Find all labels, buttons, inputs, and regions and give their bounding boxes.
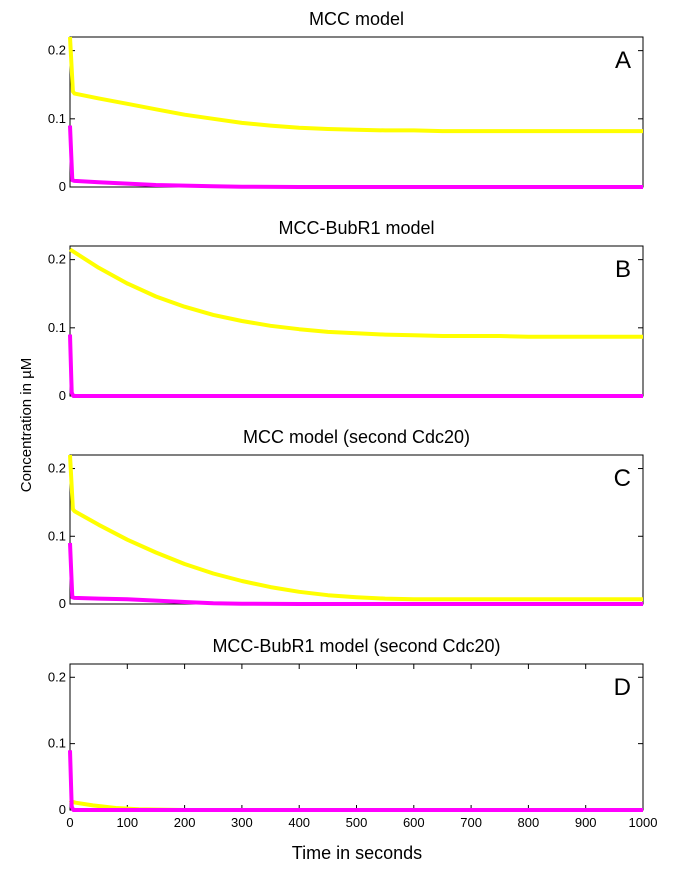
panel-frame <box>69 36 644 188</box>
panel-label: B <box>615 256 631 283</box>
x-tick-label: 200 <box>174 815 196 830</box>
panel-title: MCC model <box>309 9 404 29</box>
series-line-magenta <box>68 334 643 398</box>
panel-title: MCC-BubR1 model (second Cdc20) <box>212 636 500 656</box>
series-line-yellow <box>68 454 643 602</box>
x-tick-label: 700 <box>460 815 482 830</box>
panel-label: C <box>614 465 631 492</box>
x-tick-label: 0 <box>66 815 73 830</box>
y-tick-label: 0.1 <box>48 111 66 126</box>
x-tick-label: 500 <box>346 815 368 830</box>
panel-title: MCC-BubR1 model <box>278 218 434 238</box>
y-tick-label: 0.1 <box>48 736 66 751</box>
x-tick-label: 300 <box>231 815 253 830</box>
series-line-magenta <box>68 542 643 606</box>
panel-title: MCC model (second Cdc20) <box>243 427 470 447</box>
y-tick-label: 0 <box>59 179 66 194</box>
y-tick-label: 0.2 <box>48 461 66 476</box>
panel-label: A <box>615 47 631 74</box>
series-line-magenta <box>68 125 643 189</box>
series-line-yellow <box>68 36 643 134</box>
x-axis-label: Time in seconds <box>292 843 422 863</box>
y-tick-label: 0.2 <box>48 43 66 58</box>
series-line-yellow <box>68 247 643 339</box>
y-tick-label: 0.2 <box>48 669 66 684</box>
y-tick-label: 0.2 <box>48 252 66 267</box>
x-tick-label: 100 <box>116 815 138 830</box>
x-tick-label: 400 <box>288 815 310 830</box>
x-tick-label: 600 <box>403 815 425 830</box>
series-line-magenta <box>68 750 643 812</box>
y-axis-label: Concentration in µM <box>18 358 35 493</box>
y-tick-label: 0 <box>59 802 66 817</box>
y-tick-label: 0.1 <box>48 528 66 543</box>
x-tick-label: 900 <box>575 815 597 830</box>
y-tick-label: 0 <box>59 388 66 403</box>
x-tick-label: 800 <box>518 815 540 830</box>
panel-frame <box>69 454 644 605</box>
panel-frame <box>69 245 644 397</box>
y-tick-label: 0 <box>59 596 66 611</box>
x-tick-label: 1000 <box>629 815 658 830</box>
panel-frame <box>69 663 644 811</box>
panel-label: D <box>614 674 631 701</box>
y-tick-label: 0.1 <box>48 320 66 335</box>
